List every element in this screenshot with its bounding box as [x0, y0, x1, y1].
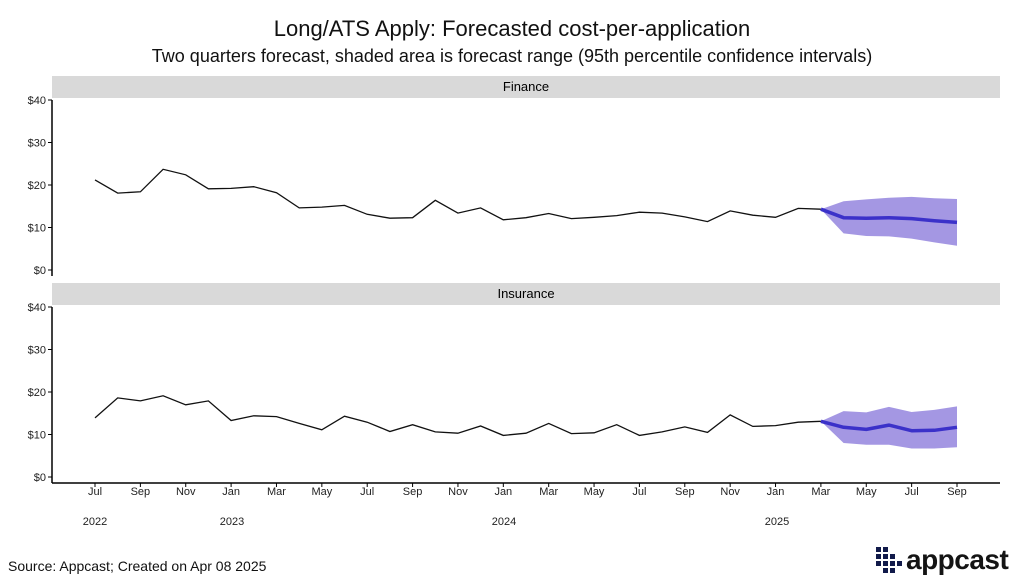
y-tick-label: $20	[28, 387, 46, 399]
x-tick-label: May	[584, 486, 605, 498]
x-tick-label: Sep	[947, 486, 967, 498]
history-line	[94, 168, 821, 223]
appcast-logo: appcast	[876, 544, 1009, 576]
x-tick-label: Jan	[767, 486, 785, 498]
y-tick-label: $0	[34, 265, 46, 277]
x-tick-label: Jan	[494, 486, 512, 498]
forecast-line	[820, 419, 958, 433]
source-note: Source: Appcast; Created on Apr 08 2025	[8, 558, 267, 574]
history-line	[94, 395, 821, 437]
x-tick-label: Nov	[176, 486, 196, 498]
y-tick-label: $40	[28, 302, 46, 314]
logo-wordmark: appcast	[906, 544, 1009, 575]
y-tick-label: $10	[28, 223, 46, 235]
panel-strip	[52, 76, 1000, 98]
chart-subtitle: Two quarters forecast, shaded area is fo…	[151, 46, 873, 66]
x-tick-label: Jan	[222, 486, 240, 498]
y-tick-label: $0	[34, 472, 46, 484]
forecast-confidence-band	[820, 406, 957, 449]
chart-title: Long/ATS Apply: Forecasted cost-per-appl…	[273, 16, 751, 41]
x-tick-label: Jul	[632, 486, 646, 498]
x-tick-label: Mar	[811, 486, 830, 498]
y-tick-label: $30	[28, 138, 46, 150]
x-tick-label: Jul	[360, 486, 374, 498]
x-tick-label: Mar	[539, 486, 558, 498]
x-tick-label: Sep	[675, 486, 695, 498]
year-label: 2024	[492, 516, 516, 528]
x-tick-label: Nov	[720, 486, 740, 498]
x-tick-label: May	[311, 486, 332, 498]
panel-strip	[52, 283, 1000, 305]
year-label: 2022	[83, 516, 107, 528]
year-label: 2025	[765, 516, 789, 528]
forecast-confidence-band	[820, 196, 957, 246]
y-tick-label: $40	[28, 95, 46, 107]
y-tick-label: $30	[28, 345, 46, 357]
x-tick-label: Mar	[267, 486, 286, 498]
y-tick-label: $10	[28, 430, 46, 442]
forecast-line	[820, 207, 958, 225]
x-tick-label: Nov	[448, 486, 468, 498]
panel-strip-label: Insurance	[497, 286, 554, 301]
x-tick-label: Sep	[131, 486, 151, 498]
x-tick-label: Sep	[403, 486, 423, 498]
year-label: 2023	[220, 516, 244, 528]
panel-strip-label: Finance	[503, 79, 549, 94]
x-tick-label: Jul	[88, 486, 102, 498]
appcast-grid-icon	[876, 547, 902, 573]
x-tick-label: Jul	[905, 486, 919, 498]
y-tick-label: $20	[28, 180, 46, 192]
x-tick-label: May	[856, 486, 877, 498]
